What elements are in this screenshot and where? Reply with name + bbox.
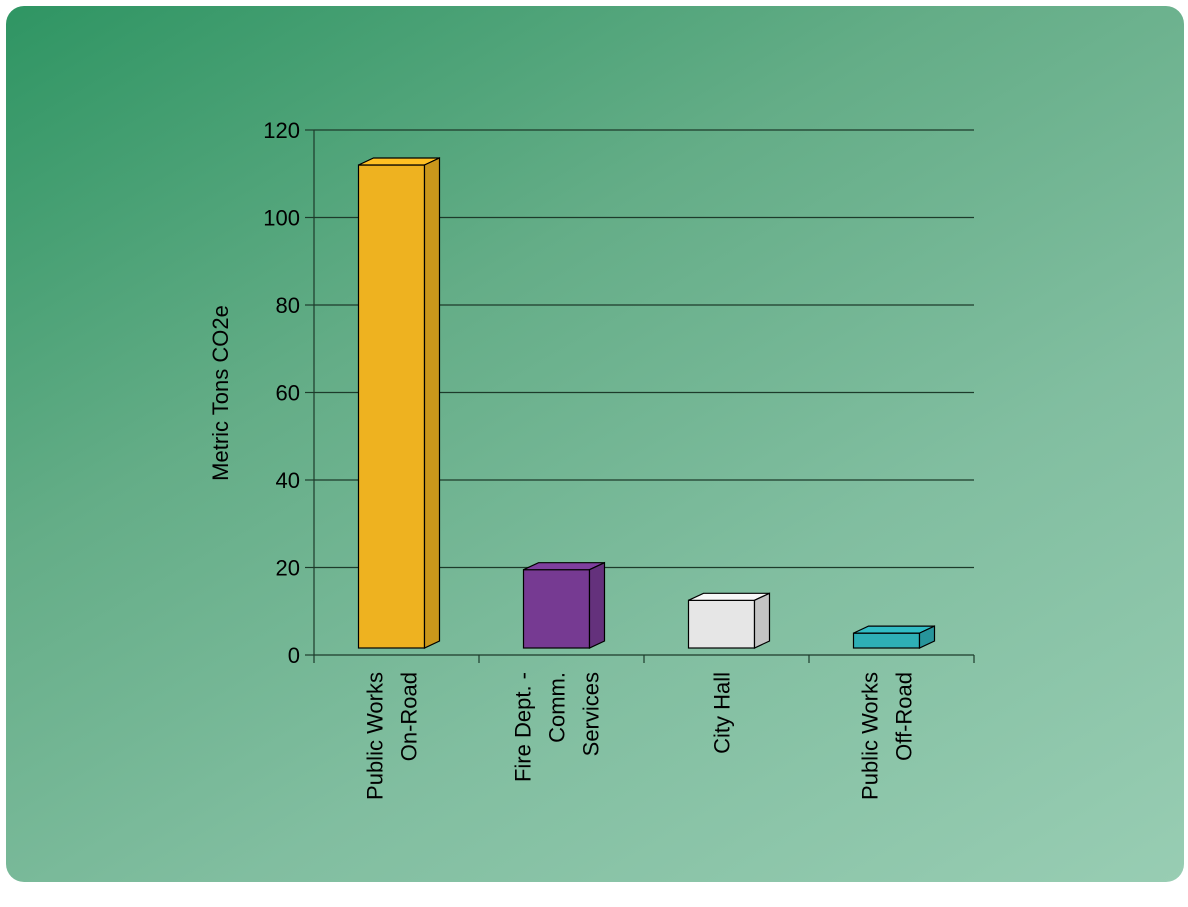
bar-front	[687, 599, 756, 649]
x-category-label-line: Public Works	[363, 672, 388, 800]
x-category-label: City Hall	[710, 672, 735, 754]
bars	[357, 157, 936, 649]
bar	[852, 625, 936, 649]
bar-front	[522, 569, 591, 649]
y-tick-label: 100	[263, 206, 300, 231]
x-category-label: Public Works Off-Road	[858, 672, 917, 800]
y-tick-label: 0	[288, 643, 300, 668]
x-category-label-line: Public Works	[858, 672, 883, 800]
x-category-label-line: Comm.	[545, 672, 570, 743]
axes	[305, 129, 975, 663]
x-category-label-line: On-Road	[397, 672, 422, 761]
y-tick-label: 20	[276, 556, 300, 581]
bar-front	[357, 164, 426, 649]
y-tick-label: 40	[276, 468, 300, 493]
bar-side	[918, 625, 936, 649]
x-category-label-line: Fire Dept. -	[511, 672, 536, 782]
x-category-label-line: Services	[579, 672, 604, 756]
y-tick-label: 80	[276, 293, 300, 318]
x-category-label: Fire Dept. - Comm. Services	[511, 672, 604, 782]
labels: 0 20 40 60 80 100 120 Public Works On-Road Fire D…	[263, 118, 916, 800]
chart-background-panel	[6, 6, 1184, 882]
x-category-label-line: Off-Road	[892, 672, 917, 761]
bar	[357, 157, 441, 649]
bar-side	[753, 592, 771, 649]
bar	[687, 592, 771, 649]
x-category-label-line: City Hall	[710, 672, 735, 754]
bar-side	[423, 157, 441, 649]
y-tick-label: 120	[263, 118, 300, 143]
bar-side	[588, 561, 606, 649]
x-category-label: Public Works On-Road	[363, 672, 422, 800]
y-axis-label: Metric Tons CO2e	[208, 305, 233, 481]
y-tick-label: 60	[276, 381, 300, 406]
bar	[522, 561, 606, 649]
bar-front	[852, 632, 921, 649]
